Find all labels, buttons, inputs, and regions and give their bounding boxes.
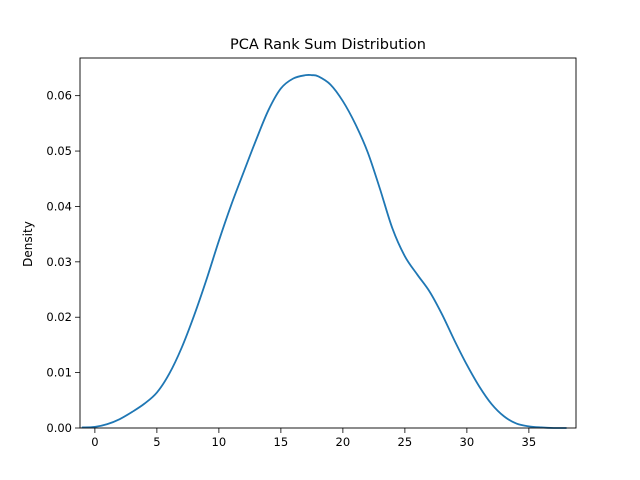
y-tick-label: 0.00 [46,421,72,435]
density-curve [81,73,567,429]
y-tick-label: 0.04 [46,199,72,213]
x-tick-label: 10 [212,435,227,449]
x-tick-label: 0 [91,435,98,449]
y-tick-label: 0.05 [46,144,72,158]
y-tick-label: 0.02 [46,310,72,324]
x-tick-label: 5 [153,435,160,449]
x-tick-label: 15 [274,435,289,449]
y-axis-label: Density [21,221,35,267]
chart-title: PCA Rank Sum Distribution [230,37,426,53]
plot-area-frame [79,57,577,429]
x-axis-ticks: 0 5 10 15 20 25 30 35 [91,428,536,449]
y-axis-ticks: 0.00 0.01 0.02 0.03 0.04 0.05 0.06 [46,89,80,435]
series-layer [81,73,567,429]
y-tick-label: 0.01 [46,366,72,380]
x-tick-label: 35 [522,435,537,449]
y-tick-label: 0.06 [46,89,72,103]
y-tick-label: 0.03 [46,255,72,269]
x-tick-label: 20 [336,435,351,449]
x-tick-label: 30 [460,435,475,449]
x-tick-label: 25 [398,435,413,449]
